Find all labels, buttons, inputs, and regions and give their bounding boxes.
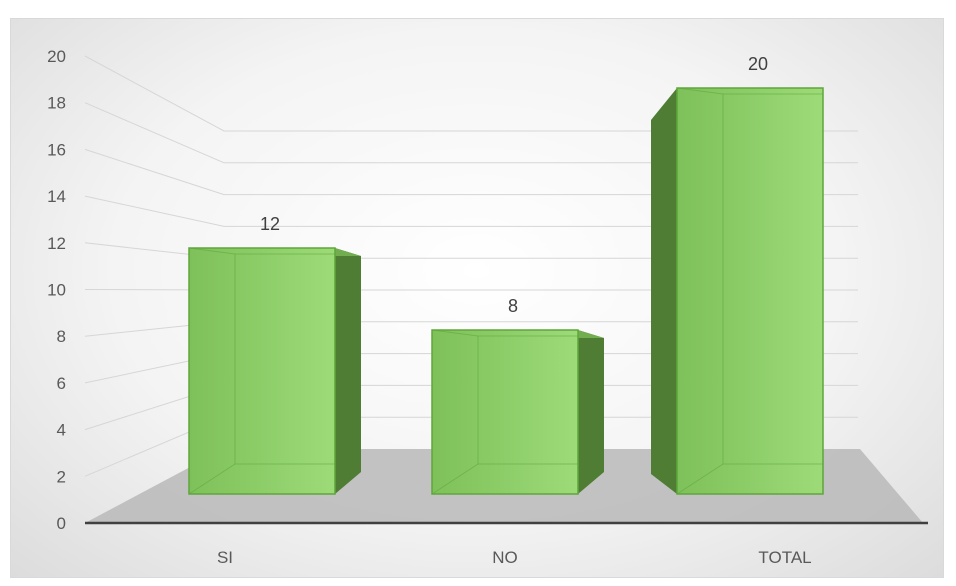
y-tick-label: 16 [47,140,66,159]
bar [188,247,361,495]
x-category-label: SI [217,548,233,567]
bar-inner-edge [676,87,724,95]
bar-side-face [578,330,604,494]
y-tick-label: 6 [57,374,66,393]
bar-inner-edge [188,247,236,255]
bar-front-face [188,247,336,495]
y-tick-label: 18 [47,94,66,113]
y-tick-label: 14 [47,187,66,206]
bar-inner-edge [477,335,579,465]
bar-inner-edge [676,463,724,495]
bar-front-face [431,329,579,495]
bar-side-face [651,88,677,494]
bar-inner-edge [188,463,236,495]
data-label: 12 [260,214,280,234]
bar-inner-edge [234,253,336,465]
y-tick-label: 10 [47,281,66,300]
bar-front-face [676,87,824,495]
x-category-label: TOTAL [758,548,811,567]
bar-inner-edge [431,463,479,495]
bar-inner-edge [431,329,479,337]
bar-inner-edge [722,93,824,465]
gridline-perspective [84,102,225,164]
data-label: 8 [508,296,518,316]
bar-side-face [335,248,361,494]
y-tick-label: 8 [57,327,66,346]
y-tick-label: 12 [47,234,66,253]
y-tick-label: 20 [47,47,66,66]
gridline-perspective [84,195,225,227]
y-tick-label: 0 [57,514,66,533]
bar [651,87,824,495]
x-category-label: NO [492,548,518,567]
gridline-perspective [84,148,225,196]
data-label: 20 [748,54,768,74]
gridline-perspective [84,55,225,132]
y-tick-label: 2 [57,467,66,486]
y-tick-label: 4 [57,421,66,440]
bar [431,329,604,495]
